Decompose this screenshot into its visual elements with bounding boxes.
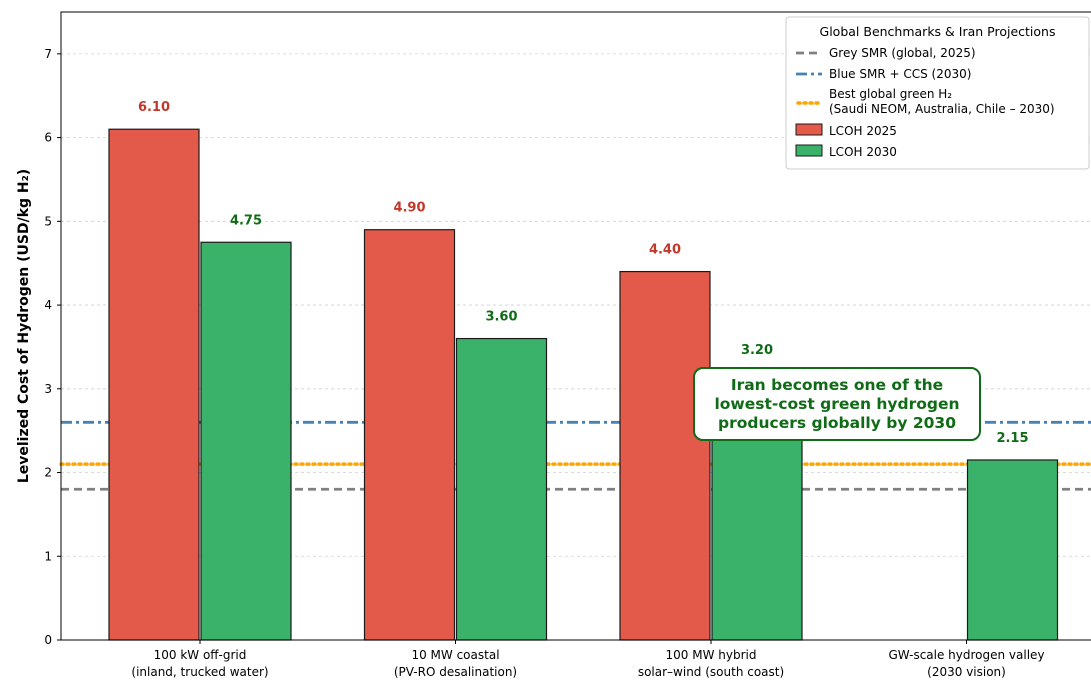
bar [363,229,456,641]
legend-label: Blue SMR + CCS (2030) [829,67,971,81]
legend-label: LCOH 2030 [829,145,897,159]
y-tick-label: 2 [44,466,52,480]
legend-label-line2: (Saudi NEOM, Australia, Chile – 2030) [829,102,1055,116]
y-tick-label: 3 [44,382,52,396]
x-tick-label: 100 kW off-grid [154,648,247,662]
legend-swatch [795,123,823,136]
y-tick-label: 1 [44,549,52,563]
y-tick-label: 6 [44,131,52,145]
x-tick-label: (inland, trucked water) [131,665,268,679]
y-tick-label: 4 [44,298,52,312]
x-tick-label: (PV-RO desalination) [394,665,517,679]
x-tick-label: 100 MW hybrid [666,648,757,662]
bar [455,337,548,641]
annotation-text: producers globally by 2030 [718,414,956,432]
axes: 0 1 2 3 4 5 6 7 100 kW off-grid (inland, trucked … [44,11,1091,679]
legend-label: LCOH 2025 [829,124,897,138]
y-tick-label: 5 [44,214,52,228]
legend-frame [785,16,1090,170]
x-tick-label: GW-scale hydrogen valley [888,648,1044,662]
data-label: 4.75 [230,213,262,228]
bar [200,241,292,641]
data-label: 6.10 [138,100,170,115]
y-tick-label: 0 [44,633,52,647]
legend: Global Benchmarks & Iran Projections Grey… [785,16,1090,170]
legend-swatch [795,144,823,157]
value-labels: 6.10 4.75 4.90 3.60 4.40 3.20 2.15 [138,100,1029,446]
x-tick-label: solar–wind (south coast) [638,665,784,679]
annotation-text: Iran becomes one of the [731,376,943,394]
annotation-frame [693,367,981,441]
plot-frame [60,11,1091,641]
bar [966,459,1059,641]
x-tick-label: (2030 vision) [927,665,1006,679]
annotation-text: lowest-cost green hydrogen [714,395,959,413]
legend-label: Grey SMR (global, 2025) [829,46,976,60]
bars [108,128,1059,641]
data-label: 2.15 [996,431,1028,446]
data-label: 4.40 [649,243,681,258]
legend-title: Global Benchmarks & Iran Projections [820,24,1056,39]
data-label: 3.20 [741,343,773,358]
x-tick-label: 10 MW coastal [411,648,499,662]
y-tick-label: 7 [44,47,52,61]
y-axis-label: Levelized Cost of Hydrogen (USD/kg H₂) [16,169,32,483]
bar [108,128,200,641]
data-label: 4.90 [393,201,425,216]
data-label: 3.60 [485,310,517,325]
legend-label: Best global green H₂ [829,87,952,101]
bar [619,270,711,641]
